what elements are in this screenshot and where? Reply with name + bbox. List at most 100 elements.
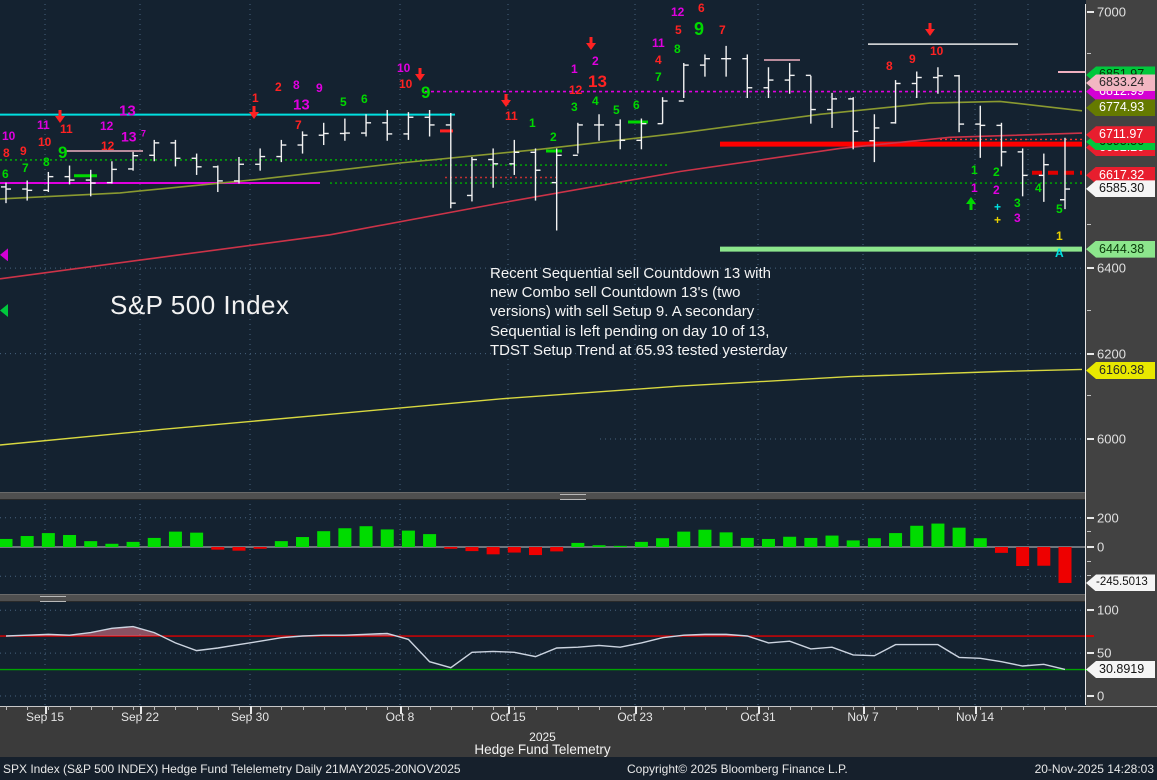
x-minor-tick [48,706,50,710]
histogram-bar [232,547,246,551]
demark-mag-label: 8 [293,78,300,92]
price-tick-label: 6200 [1097,346,1126,362]
histogram-bar [359,526,373,547]
footer-band [0,729,1157,757]
histogram-bar [507,547,521,553]
demark-mag-label: 12 [671,5,685,19]
oscillator-tick-label: 50 [1097,645,1112,661]
demark-grn-label: 8 [674,42,681,56]
panel-resize-handle[interactable] [40,596,66,602]
histogram-bar [529,547,542,556]
demark-cyn-label: + [994,200,1001,214]
sell-arrow-icon [249,112,259,119]
demark-grn-label: 8 [43,155,50,169]
minor-axis-tick [1087,395,1091,397]
demark-grn-label: 5 [340,95,347,109]
histogram-bar [401,530,415,547]
demark-grn-label: 9 [58,143,67,162]
demark-mag-label: 1 [571,62,578,76]
x-minor-tick [1022,706,1024,710]
demark-red-label: 4 [655,53,662,67]
demark-grn-label: 3 [571,100,578,114]
histogram-bar [550,547,564,552]
histogram-bar [804,537,818,547]
demark-grn-label: 6 [2,167,9,181]
x-minor-tick [175,706,177,710]
histogram-bar [274,541,288,547]
histogram-bar [1058,547,1072,583]
histogram-bar [126,541,140,547]
demark-red-label: 8 [886,59,893,73]
x-minor-tick [937,706,939,710]
histogram-bar [994,547,1008,553]
axis-tick [1087,652,1094,655]
x-major-tick [635,706,637,714]
x-axis-label: Oct 23 [617,710,653,724]
histogram-bar [698,529,712,547]
histogram-bar [677,531,691,547]
chart-title: S&P 500 Index [110,290,290,320]
histogram-bar [931,523,945,547]
x-major-tick [863,706,865,714]
sell-arrow-icon [925,29,935,36]
sell-arrow-icon [928,23,932,29]
x-axis-label: Nov 14 [955,710,995,724]
x-minor-tick [662,706,664,710]
x-major-tick [45,706,47,714]
demark-mag-label: 13 [121,128,137,144]
histogram-tick-label: 200 [1097,510,1119,526]
x-minor-tick [111,706,113,710]
demark-mag-label: 3 [1014,211,1021,225]
x-major-tick [400,706,402,714]
annotation-line: new Combo sell Countdown 13's (two [490,284,741,302]
x-minor-tick [90,706,92,710]
demark-red-label: 13 [588,72,607,91]
demark-grn-label: 1 [529,116,536,130]
histogram-bar [1016,547,1030,567]
x-major-tick [140,706,142,714]
sell-arrow-icon [504,94,508,100]
x-minor-tick [641,706,643,710]
histogram-bar [211,547,225,550]
demark-red-label: 9 [20,144,27,158]
histogram-bar [84,541,98,547]
demark-mag-label: 10 [397,61,411,75]
demark-grn-label: 9 [694,19,704,39]
demark-mag-label: 2 [592,54,599,68]
x-minor-tick [683,706,685,710]
x-minor-tick [514,706,516,710]
moving-average-ma_yellow [0,368,1083,446]
x-minor-tick [980,706,982,710]
status-security-description: SPX Index (S&P 500 INDEX) Hedge Fund Tel… [3,762,461,776]
left-edge-level-marker [0,248,8,262]
x-minor-tick [620,706,622,710]
x-minor-tick [302,706,304,710]
minor-axis-tick [1087,531,1091,533]
x-minor-tick [789,706,791,710]
demark-grn-label: 3 [1014,196,1021,210]
source-label: Hedge Fund Telemetry [474,742,611,757]
axis-tick [1087,352,1094,355]
x-minor-tick [281,706,283,710]
x-minor-tick [133,706,135,710]
panel-resize-handle[interactable] [560,494,586,500]
demark-mag-label: 1 [971,181,978,195]
oscillator-line [5,625,1066,671]
minor-axis-tick [1087,575,1091,577]
histogram-bar [634,541,648,547]
histogram-bar [0,538,13,547]
status-datetime: 20-Nov-2025 14:28:03 [1034,762,1154,776]
demark-mag-label: 12 [100,119,114,133]
x-minor-tick [916,706,918,710]
x-minor-tick [577,706,579,710]
panel-divider-1[interactable] [0,492,1085,500]
x-minor-tick [704,706,706,710]
histogram-bar [190,532,204,547]
demark-red-label: 12 [569,83,583,97]
x-minor-tick [556,706,558,710]
demark-grn-label: 5 [613,103,620,117]
panel-divider-2[interactable] [0,594,1085,602]
x-minor-tick [1001,706,1003,710]
